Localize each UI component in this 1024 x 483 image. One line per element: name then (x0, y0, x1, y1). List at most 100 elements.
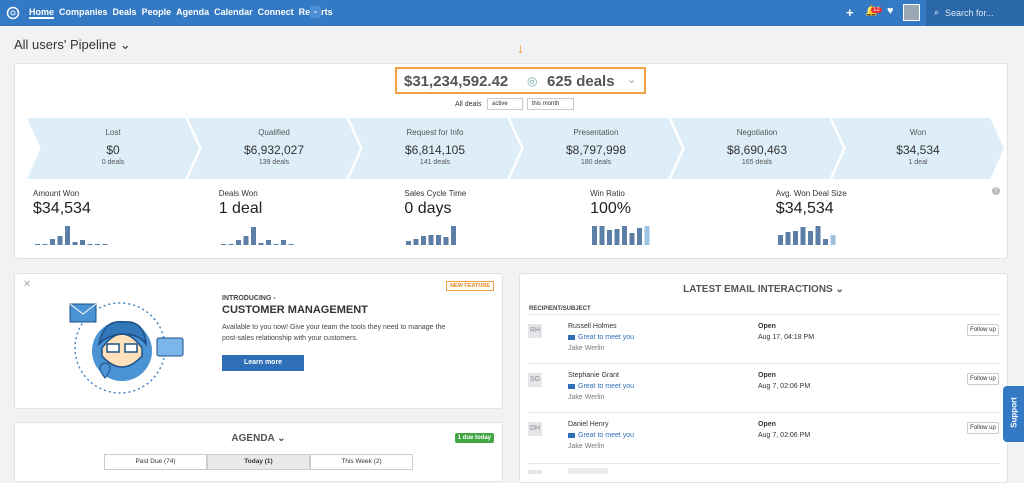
agenda-title-wrap[interactable]: AGENDA ⌄ (231, 433, 286, 444)
follow-up-button[interactable]: Follow up (967, 324, 999, 336)
sparkline-bar (42, 244, 48, 245)
agenda-tab[interactable]: This Week (2) (310, 454, 413, 470)
sparkline-bar (436, 235, 442, 245)
stage-name: Lost (105, 128, 121, 137)
contact-initials-box (528, 470, 542, 474)
nav-item[interactable]: Home (29, 7, 55, 19)
stage-deals: 1 deal (908, 159, 928, 166)
learn-more-button[interactable]: Learn more (222, 355, 304, 371)
search-placeholder: Search for... (945, 8, 994, 18)
date: Aug 17, 04:18 PM (758, 334, 815, 341)
nav-item[interactable]: People (141, 7, 172, 17)
sparkline-bar (785, 232, 791, 245)
sparkline-bar (35, 244, 40, 245)
agenda-tab[interactable]: Past Due (74) (104, 454, 207, 470)
dropdown-caret: ⌄ (627, 74, 637, 86)
nav-item[interactable]: Connect (257, 7, 294, 17)
contact-name-placeholder (568, 468, 608, 474)
filter-dropdown[interactable]: this month (526, 98, 575, 110)
mail-icon (568, 335, 575, 340)
nav-item[interactable]: Deals (112, 7, 137, 17)
metric-value: 0 days (404, 200, 452, 217)
add-button[interactable]: + (846, 5, 854, 20)
new-feature-badge: NEW FEATURE (446, 281, 494, 291)
sparkline-bar (792, 231, 798, 245)
nav-item[interactable]: Calendar (214, 7, 253, 17)
metric-value: 100% (590, 200, 632, 217)
stage: Request for Info $6,814,105 141 deals (349, 118, 521, 179)
filter-label: All deals (455, 101, 482, 108)
more-menu[interactable]: ⌄ (310, 6, 321, 18)
metric: Amount Won $34,534 (33, 189, 213, 245)
logo[interactable] (6, 6, 20, 20)
sparkline-bar (800, 227, 806, 245)
avatar[interactable] (903, 4, 920, 21)
metric: Deals Won 1 deal (219, 189, 399, 245)
search-icon: ⌕ (934, 7, 940, 17)
status: Open (758, 372, 776, 379)
favorites[interactable]: ♥ (887, 5, 894, 17)
metric: Avg. Won Deal Size $34,534 (776, 189, 956, 245)
stage-deals: 180 deals (580, 159, 612, 166)
sparkline-bar (228, 244, 234, 245)
stage: Won $34,534 1 deal (832, 118, 1004, 179)
metric-value: $34,534 (33, 200, 91, 217)
promo-text: Available to you now! Give your team the… (222, 324, 446, 342)
agenda-card: AGENDA ⌄ 1 due today (14, 422, 503, 482)
follow-up-button[interactable]: Follow up (967, 422, 999, 434)
total-deals: 625 deals (547, 73, 615, 90)
nav-item[interactable]: Companies (59, 7, 108, 17)
total-box[interactable]: $31,234,592.42 ◎ 625 deals ⌄ (395, 67, 646, 94)
stage-deals: 141 deals (419, 159, 451, 166)
sparkline-bar (65, 226, 70, 245)
contact-name[interactable]: Stephanie Grant (568, 372, 619, 379)
sparkline-bar (258, 243, 264, 245)
stage-value: $8,690,463 (726, 143, 788, 157)
status: Open (758, 323, 776, 330)
page-title[interactable]: All users' Pipeline ⌄ (14, 37, 131, 52)
support-tab[interactable]: Support (1003, 386, 1024, 442)
stage: Presentation $8,797,998 180 deals (510, 118, 682, 179)
email-title-wrap[interactable]: LATEST EMAIL INTERACTIONS ⌄ (683, 284, 844, 295)
contact-name[interactable]: Russell Holmes (568, 323, 617, 330)
contact-name[interactable]: Daniel Henry (568, 421, 609, 428)
follow-up-button[interactable]: Follow up (967, 373, 999, 385)
sparkline-bar (614, 229, 620, 245)
metric: Win Ratio 100% (590, 189, 770, 245)
sparkline-bar (72, 242, 78, 245)
email-subject[interactable]: Great to meet you (578, 334, 635, 341)
email-subject[interactable]: Great to meet you (578, 383, 635, 390)
sparkline-bar (80, 240, 85, 245)
sparkline (777, 226, 836, 245)
sparkline (592, 226, 650, 245)
sparkline-bar (87, 244, 93, 245)
status: Open (758, 421, 776, 428)
notification-badge: 12 (871, 7, 882, 13)
search-box[interactable]: ⌕ Search for... (926, 0, 1024, 26)
stage: Qualified $6,932,027 139 deals (188, 118, 360, 179)
sparkline-bar (622, 226, 628, 245)
agenda-tab[interactable]: Today (1) (207, 454, 310, 470)
stage-name: Presentation (573, 128, 619, 137)
stage-value: $6,932,027 (243, 143, 305, 157)
mail-icon (568, 433, 575, 438)
close-button[interactable]: ✕ (23, 279, 32, 290)
sender: Jake Werlin (568, 394, 605, 401)
sparkline-bar (607, 230, 613, 245)
support-label: Support (1009, 397, 1019, 428)
nav-item[interactable]: Agenda (176, 7, 210, 17)
sender: Jake Werlin (568, 345, 605, 352)
sparkline-bar (443, 237, 449, 245)
illustration (69, 302, 184, 394)
contact-initials: SG (528, 373, 542, 387)
filter-dropdown[interactable]: active (487, 98, 523, 110)
stage-value: $6,814,105 (404, 143, 466, 157)
sparkline-bar (265, 240, 271, 245)
email-subject[interactable]: Great to meet you (578, 432, 635, 439)
contact-initials: DH (528, 422, 542, 436)
help-icon[interactable]: ? (992, 187, 1000, 195)
sparkline-bar (95, 244, 100, 245)
arrow-indicator: ↓ (517, 40, 524, 56)
sparkline-bar (280, 240, 286, 245)
sparkline-bar (57, 236, 63, 245)
